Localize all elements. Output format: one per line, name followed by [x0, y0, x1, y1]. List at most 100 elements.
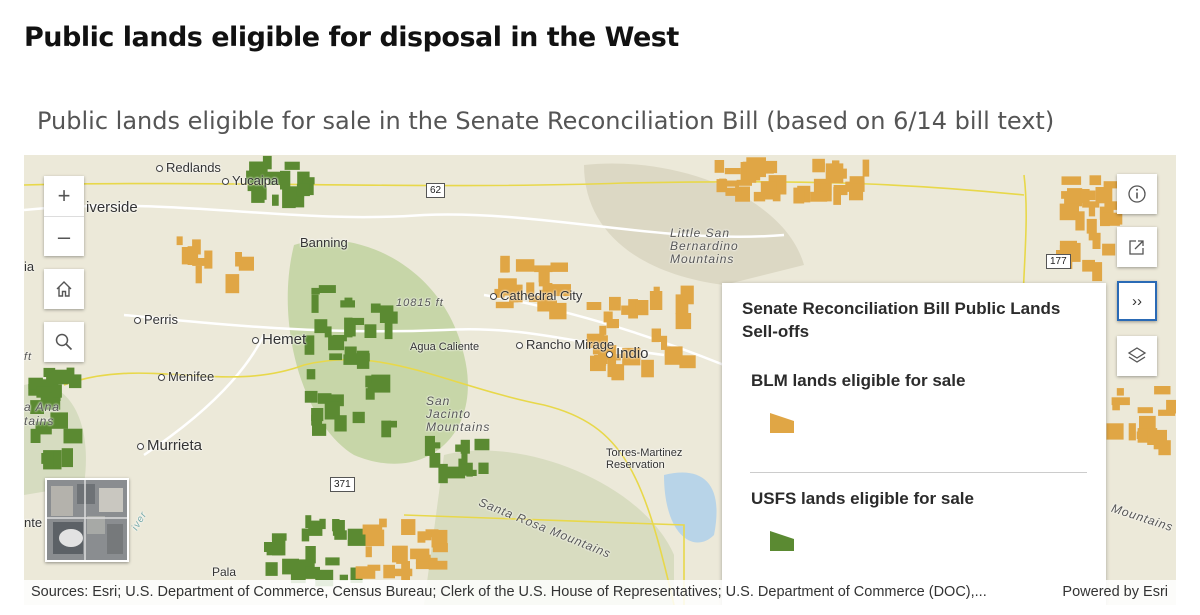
usfs-parcel-119	[466, 462, 473, 477]
place-pala: Pala	[212, 565, 237, 579]
legend-collapse-button[interactable]: ››	[1117, 281, 1157, 321]
blm-parcel-121	[724, 168, 741, 175]
usfs-parcel-33	[340, 300, 355, 308]
usfs-parcel-31	[324, 326, 332, 338]
usfs-parcel-28	[311, 287, 320, 295]
blm-parcel-156	[1089, 175, 1102, 186]
share-button[interactable]	[1117, 227, 1157, 267]
usfs-parcel-103	[265, 562, 278, 576]
blm-parcel-276	[204, 250, 213, 269]
boundary-0	[24, 180, 1025, 196]
blm-parcel-181	[1100, 219, 1110, 227]
place-cathedral-city: Cathedral City	[490, 288, 582, 303]
blm-parcel-227	[550, 262, 568, 272]
usfs-parcel-113	[474, 438, 490, 451]
powered-by-esri[interactable]: Powered by Esri	[1062, 584, 1168, 600]
blm-parcel-251	[392, 545, 408, 563]
zoom-in-button[interactable]: +	[57, 183, 71, 208]
usfs-parcel-88	[325, 557, 340, 566]
usfs-parcel-106	[478, 462, 489, 474]
road-3	[483, 293, 725, 367]
usfs-parcel-47	[296, 183, 310, 197]
usfs-parcel-2	[329, 394, 344, 407]
usfs-parcel-14	[365, 375, 372, 388]
blm-parcel-206	[682, 286, 692, 300]
blm-parcel-216	[495, 301, 514, 309]
usfs-parcel-68	[30, 428, 41, 443]
usfs-parcel-99	[282, 558, 299, 575]
blm-parcel-153	[772, 191, 781, 202]
usfs-parcel-18	[381, 420, 392, 438]
home-button[interactable]	[44, 269, 84, 309]
blm-parcel-193	[609, 296, 621, 311]
terrain-little-san-bernardino	[584, 163, 804, 285]
blm-parcel-264	[1154, 386, 1171, 395]
place-edge-nte: nte	[24, 515, 43, 530]
blm-parcel-146	[746, 157, 766, 178]
blm-parcel-224	[529, 295, 541, 302]
usfs-parcel-7	[364, 324, 377, 338]
usfs-parcel-45	[302, 177, 315, 185]
blm-parcel-173	[1103, 213, 1123, 225]
blm-parcel-178	[1082, 201, 1100, 208]
usfs-parcel-92	[277, 534, 285, 543]
blm-parcel-250	[410, 548, 430, 560]
road-0	[24, 204, 785, 238]
map-view[interactable]: Redlands Yucaipa iverside Banning Perris…	[24, 155, 1176, 605]
usfs-parcel-23	[312, 423, 327, 436]
place-redlands: Redlands	[156, 160, 221, 175]
legend-panel: Senate Reconciliation Bill Public Lands …	[722, 283, 1106, 605]
usfs-parcel-112	[438, 463, 448, 484]
blm-parcel-152	[736, 179, 752, 186]
usfs-parcel-53	[280, 170, 291, 190]
blm-parcel-164	[1092, 262, 1103, 282]
boundary-1	[63, 358, 675, 605]
blm-parcel-222	[526, 282, 535, 297]
blm-parcel-235	[415, 561, 433, 570]
usfs-parcel-104	[332, 520, 345, 536]
blm-parcel-249	[432, 543, 448, 553]
usfs-parcel-80	[308, 520, 323, 536]
blm-parcel-125	[753, 191, 766, 202]
blm-parcel-157	[1075, 211, 1085, 231]
place-agua-caliente: Agua Caliente	[410, 341, 480, 353]
legend-swatch-usfs	[770, 531, 794, 551]
blm-parcel-238	[383, 564, 395, 579]
blm-parcel-236	[417, 531, 426, 543]
blm-parcel-266	[1112, 401, 1120, 411]
place-indio: Indio	[606, 345, 649, 362]
legend-divider	[750, 472, 1087, 473]
usfs-parcel-55	[249, 161, 268, 176]
usfs-parcel-56	[268, 175, 281, 185]
blm-parcel-189	[675, 313, 692, 330]
usfs-parcel-67	[63, 428, 83, 444]
usfs-parcel-117	[460, 439, 470, 454]
layers-button[interactable]	[1117, 336, 1157, 376]
usfs-parcel-79	[52, 384, 62, 398]
route-shield-62: 62	[426, 183, 446, 198]
attribution-sources[interactable]: Sources: Esri; U.S. Department of Commer…	[31, 584, 987, 600]
usfs-parcel-3	[348, 317, 365, 325]
overview-map-thumbnail[interactable]	[45, 478, 129, 562]
blm-parcel-253	[1111, 397, 1130, 406]
blm-parcel-234	[415, 554, 431, 564]
usfs-parcel-97	[305, 566, 320, 579]
usfs-parcel-34	[304, 390, 318, 403]
info-button[interactable]	[1117, 174, 1157, 214]
blm-parcel-268	[238, 256, 254, 271]
usfs-parcel-108	[458, 458, 467, 476]
blm-parcel-183	[621, 305, 631, 315]
blm-parcel-139	[849, 176, 865, 185]
boundary-2	[403, 514, 685, 605]
place-little-san-bernardino-mountains: Little San Bernardino Mountains	[670, 226, 739, 266]
blm-parcel-150	[812, 158, 825, 173]
place-torres-martinez-reservation: Torres-Martinez Reservation	[606, 447, 683, 471]
blm-parcel-143	[849, 183, 864, 201]
usfs-parcel-84	[339, 574, 348, 581]
zoom-out-button[interactable]: –	[44, 216, 84, 257]
basemap	[24, 155, 1176, 605]
search-button[interactable]	[44, 322, 84, 362]
place-san-jacinto-mountains: San Jacinto Mountains	[426, 394, 491, 434]
place-yucaipa: Yucaipa	[222, 173, 278, 188]
blm-parcel-148	[832, 160, 840, 170]
